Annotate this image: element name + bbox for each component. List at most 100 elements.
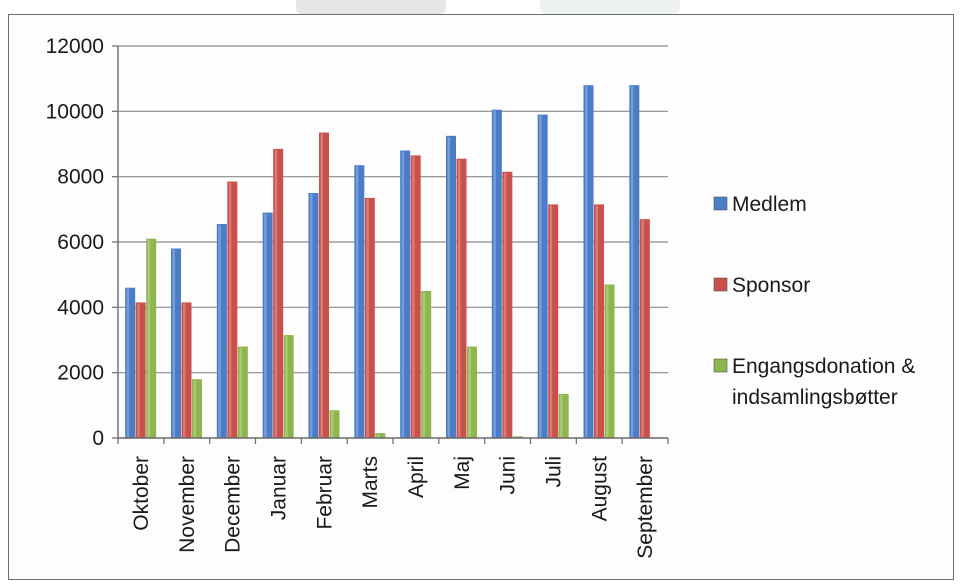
y-tick-label: 2000 (57, 362, 104, 385)
y-tick-label: 8000 (57, 166, 104, 189)
bar-highlight (355, 166, 359, 437)
bar-highlight (560, 394, 563, 437)
bar-engangsdonation-and-indsamlingsbøtter-juni (512, 436, 523, 438)
bar-highlight (503, 172, 507, 437)
bar-sponsor-januar (273, 148, 284, 438)
bar-medlem-juni (491, 109, 502, 438)
legend-label-medlem: Medlem (732, 193, 807, 216)
bar-highlight (641, 220, 644, 437)
bar-medlem-maj (446, 135, 456, 439)
bar-highlight (458, 159, 461, 437)
bar-engangsdonation-and-indsamlingsbøtter-april (421, 291, 432, 438)
legend-label-engangsdonation-and-indsamlingsbøtter-line1: Engangsdonation & (732, 355, 915, 378)
bar-sponsor-februar (319, 132, 329, 439)
bar-highlight (539, 115, 542, 437)
x-tick-label-august: August (588, 456, 611, 522)
gridlines (118, 45, 668, 374)
bar-engangsdonation-and-indsamlingsbøtter-august (604, 284, 615, 438)
bar-sponsor-december (227, 181, 238, 439)
bar-highlight (493, 110, 496, 437)
x-tick-label-maj: Maj (451, 456, 474, 490)
bar-highlight (147, 239, 151, 437)
bar-engangsdonation-and-indsamlingsbøtter-oktober (146, 238, 157, 438)
x-tick-labels: Oktober November December Januar Februar Mart… (130, 456, 657, 559)
bar-highlight (193, 380, 196, 437)
bar-highlight (310, 194, 313, 437)
bar-engangsdonation-and-indsamlingsbøtter-november (192, 379, 202, 438)
bar-sponsor-juni (502, 171, 513, 438)
bar-highlight (172, 249, 175, 437)
bar-highlight (274, 149, 278, 437)
bar-medlem-februar (308, 193, 319, 438)
x-tick-label-januar: Januar (267, 456, 290, 520)
bar-engangsdonation-and-indsamlingsbøtter-juli (558, 393, 569, 438)
background-tab-shape (540, 0, 680, 14)
x-tick-label-februar: Februar (313, 456, 336, 530)
bar-engangsdonation-and-indsamlingsbøtter-februar (329, 410, 340, 438)
bar-engangsdonation-and-indsamlingsbøtter-januar (283, 335, 294, 438)
x-tick-label-juni: Juni (497, 456, 520, 495)
bar-medlem-august (583, 85, 594, 438)
bar-sponsor-juli (548, 204, 559, 438)
bar-engangsdonation-and-indsamlingsbøtter-maj (467, 346, 477, 438)
bar-highlight (412, 156, 415, 437)
y-tick-label: 12000 (46, 35, 104, 58)
bar-medlem-december (216, 224, 227, 438)
bar-sponsor-maj (456, 158, 467, 438)
bar-highlight (376, 434, 380, 437)
bar-sponsor-april (410, 155, 421, 438)
x-tick-label-marts: Marts (359, 456, 382, 509)
y-tick-labels: 0 2000 4000 6000 8000 10000 12000 (46, 35, 104, 450)
bar-highlight (595, 205, 598, 437)
bar-highlight (401, 151, 405, 438)
bar-highlight (264, 213, 267, 437)
bar-highlight (366, 198, 369, 437)
y-tick-label: 4000 (57, 296, 104, 319)
bar-engangsdonation-and-indsamlingsbøtter-marts (375, 433, 386, 438)
bar-highlight (126, 288, 130, 437)
x-tick-label-april: April (405, 456, 428, 498)
background-tab-shape (296, 0, 446, 14)
x-tick-label-juli: Juli (542, 456, 565, 488)
bar-sponsor-september (639, 219, 650, 438)
bar-medlem-november (171, 248, 181, 438)
legend-swatch-engangsdonation-and-indsamlingsbøtter (713, 358, 728, 373)
axes (112, 45, 669, 444)
legend-swatch-sponsor (713, 277, 728, 292)
y-tick-label: 10000 (46, 100, 104, 123)
legend-label-engangsdonation-and-indsamlingsbøtter-line2: indsamlingsbøtter (732, 386, 898, 409)
bar-sponsor-oktober (135, 302, 146, 438)
bar-medlem-juli (537, 114, 548, 438)
bar-highlight (422, 292, 426, 437)
x-tick-label-november: November (176, 456, 199, 553)
chart-frame (8, 14, 954, 580)
bar-medlem-september (629, 85, 640, 438)
bar-highlight (320, 133, 323, 438)
legend-label-sponsor: Sponsor (732, 274, 810, 297)
bar-highlight (585, 86, 588, 437)
bar-highlight (183, 303, 186, 437)
bar-highlight (630, 86, 634, 437)
y-tick-label: 0 (92, 427, 104, 450)
bar-highlight (549, 205, 553, 437)
bar-highlight (285, 336, 288, 437)
bar-highlight (447, 136, 450, 438)
bar-highlight (218, 225, 221, 437)
legend: Medlem Sponsor Engangsdonation & indsamling… (713, 193, 915, 409)
bar-highlight (137, 303, 140, 437)
bar-sponsor-marts (364, 197, 375, 438)
bar-highlight (606, 285, 609, 437)
bar-sponsor-november (181, 302, 192, 438)
bar-highlight (468, 347, 471, 437)
bar-highlight (331, 411, 334, 437)
bars (125, 85, 650, 439)
bar-sponsor-august (594, 204, 604, 438)
x-tick-label-september: September (634, 456, 657, 559)
bar-engangsdonation-and-indsamlingsbøtter-december (237, 346, 248, 438)
legend-swatch-medlem (713, 196, 728, 211)
bar-medlem-marts (354, 165, 365, 438)
x-tick-label-december: December (222, 456, 245, 553)
bar-medlem-januar (262, 212, 273, 438)
bar-highlight (239, 347, 242, 437)
